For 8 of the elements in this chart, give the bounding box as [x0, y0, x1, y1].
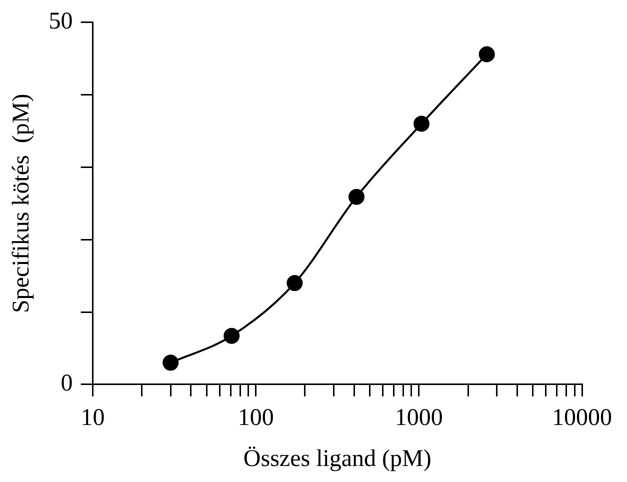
x-tick-label: 10000	[552, 405, 612, 432]
y-tick-label: 0	[60, 370, 73, 397]
x-tick-label: 10	[80, 405, 105, 432]
x-axis-title: Összes ligand (pM)	[243, 446, 432, 472]
y-tick-label: 50	[48, 8, 73, 35]
x-tick-label: 100	[238, 405, 274, 432]
x-tick-label: 1000	[394, 405, 443, 432]
y-axis-title: Specifikus kötés (pM)	[8, 94, 35, 314]
